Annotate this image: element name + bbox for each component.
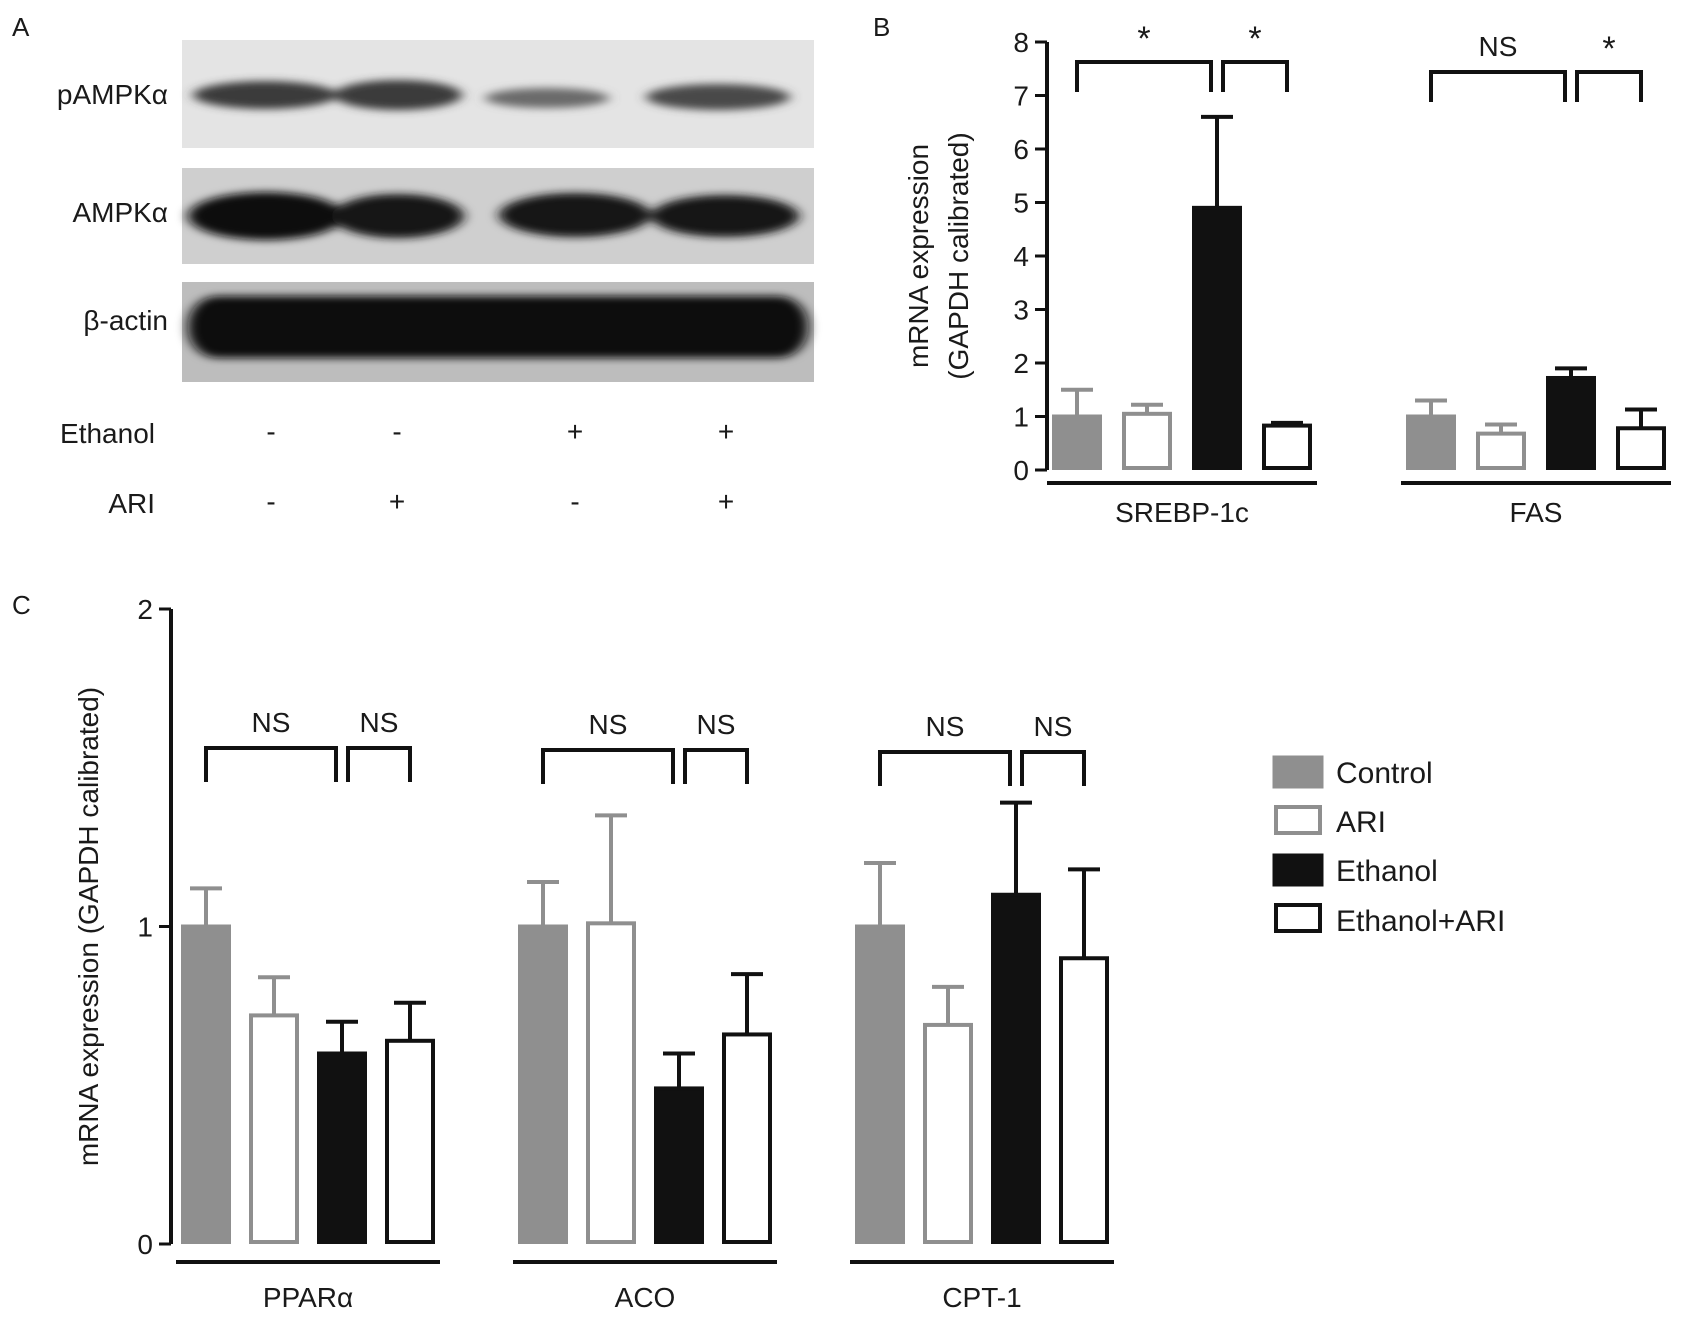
bar [923,1022,973,1245]
condition-mark: - [266,416,275,447]
bar [1122,411,1172,471]
bar [317,1051,367,1244]
y-tick-label: 3 [1013,295,1029,326]
y-axis-label: (GAPDH calibrated) [943,132,974,379]
bar [518,924,568,1244]
significance-label: NS [1479,31,1518,62]
significance-bracket [346,746,412,782]
condition-mark: + [389,486,405,517]
significance-label: * [1137,20,1150,58]
legend-label-ethanol-ari: Ethanol+ARI [1336,905,1505,938]
bar [1616,426,1666,470]
bar [181,924,231,1244]
bar [1546,375,1596,471]
legend-label-ari: ARI [1336,806,1386,839]
legend-swatch-control [1272,755,1324,789]
significance-bracket [204,746,338,782]
y-axis-label: mRNA expression [903,144,934,368]
significance-label: NS [252,707,291,738]
bar [991,892,1041,1244]
bar [855,924,905,1244]
y-tick-label: 5 [1013,188,1029,219]
y-tick-label: 1 [137,912,153,943]
significance-bracket [683,748,749,784]
significance-label: * [1248,20,1261,58]
panel-label-c: C [12,590,31,620]
bar [1052,414,1102,470]
bar [249,1013,299,1245]
bar [586,921,636,1244]
y-tick-label: 2 [1013,348,1029,379]
condition-mark: - [266,486,275,517]
significance-label: NS [926,711,965,742]
condition-mark: - [392,416,401,447]
condition-label-ethanol: Ethanol [60,418,155,449]
significance-bracket [1429,70,1567,102]
legend-label-control: Control [1336,757,1433,790]
bar [1406,414,1456,470]
bar [654,1086,704,1245]
bar [1059,956,1109,1244]
significance-label: NS [589,709,628,740]
bar [1476,431,1526,470]
condition-mark: + [718,486,734,517]
condition-label-ari: ARI [108,488,155,519]
legend-swatch-ethanol-ari [1274,903,1322,933]
bar [1192,205,1242,470]
significance-bracket [1075,60,1213,92]
significance-label: NS [697,709,736,740]
significance-bracket [1221,60,1289,92]
bar [722,1032,772,1244]
blot-strip-actin [182,282,814,382]
panel-label-b: B [873,12,890,42]
legend-swatch-ethanol [1272,853,1324,887]
western-blot-panel: pAMPKα AMPKα β-actin Ethanol ARI - - + +… [57,40,814,519]
blot-strip-pampk [182,40,814,148]
group-label: FAS [1510,497,1563,528]
blot-label-actin: β-actin [83,305,168,336]
panel-label-a: A [12,12,30,42]
bar [385,1038,435,1245]
y-tick-label: 6 [1013,134,1029,165]
y-tick-label: 1 [1013,402,1029,433]
y-tick-label: 4 [1013,241,1029,272]
significance-label: NS [1034,711,1073,742]
group-label: SREBP-1c [1115,497,1249,528]
bar [1262,423,1312,470]
y-tick-label: 7 [1013,81,1029,112]
significance-label: * [1602,30,1615,68]
chart-b: 0 1 2 3 4 5 6 7 8 mRNA expression (GAPDH calibrate… [903,20,1671,528]
significance-bracket [1020,750,1086,786]
condition-mark: + [718,416,734,447]
legend-swatch-ari [1274,805,1322,835]
blot-label-ampk: AMPKα [72,197,168,228]
legend: Control ARI Ethanol Ethanol+ARI [1272,755,1505,938]
y-tick-label: 8 [1013,27,1029,58]
blot-label-pampk: pAMPKα [57,79,168,110]
y-tick-label: 0 [1013,455,1029,486]
blot-strip-ampk [182,168,814,264]
chart-c: 0 1 2 mRNA expression (GAPDH calibrated) PPA… [73,594,1114,1313]
condition-mark: - [570,486,579,517]
y-tick-label: 2 [137,594,153,625]
condition-mark: + [567,416,583,447]
legend-label-ethanol: Ethanol [1336,855,1438,888]
y-tick-label: 0 [137,1229,153,1260]
significance-bracket [878,750,1012,786]
group-label: CPT-1 [942,1282,1021,1313]
group-label: PPARα [263,1282,353,1313]
significance-bracket [541,748,675,784]
significance-label: NS [360,707,399,738]
y-axis-label: mRNA expression (GAPDH calibrated) [73,687,104,1166]
group-label: ACO [615,1282,676,1313]
significance-bracket [1575,70,1643,102]
